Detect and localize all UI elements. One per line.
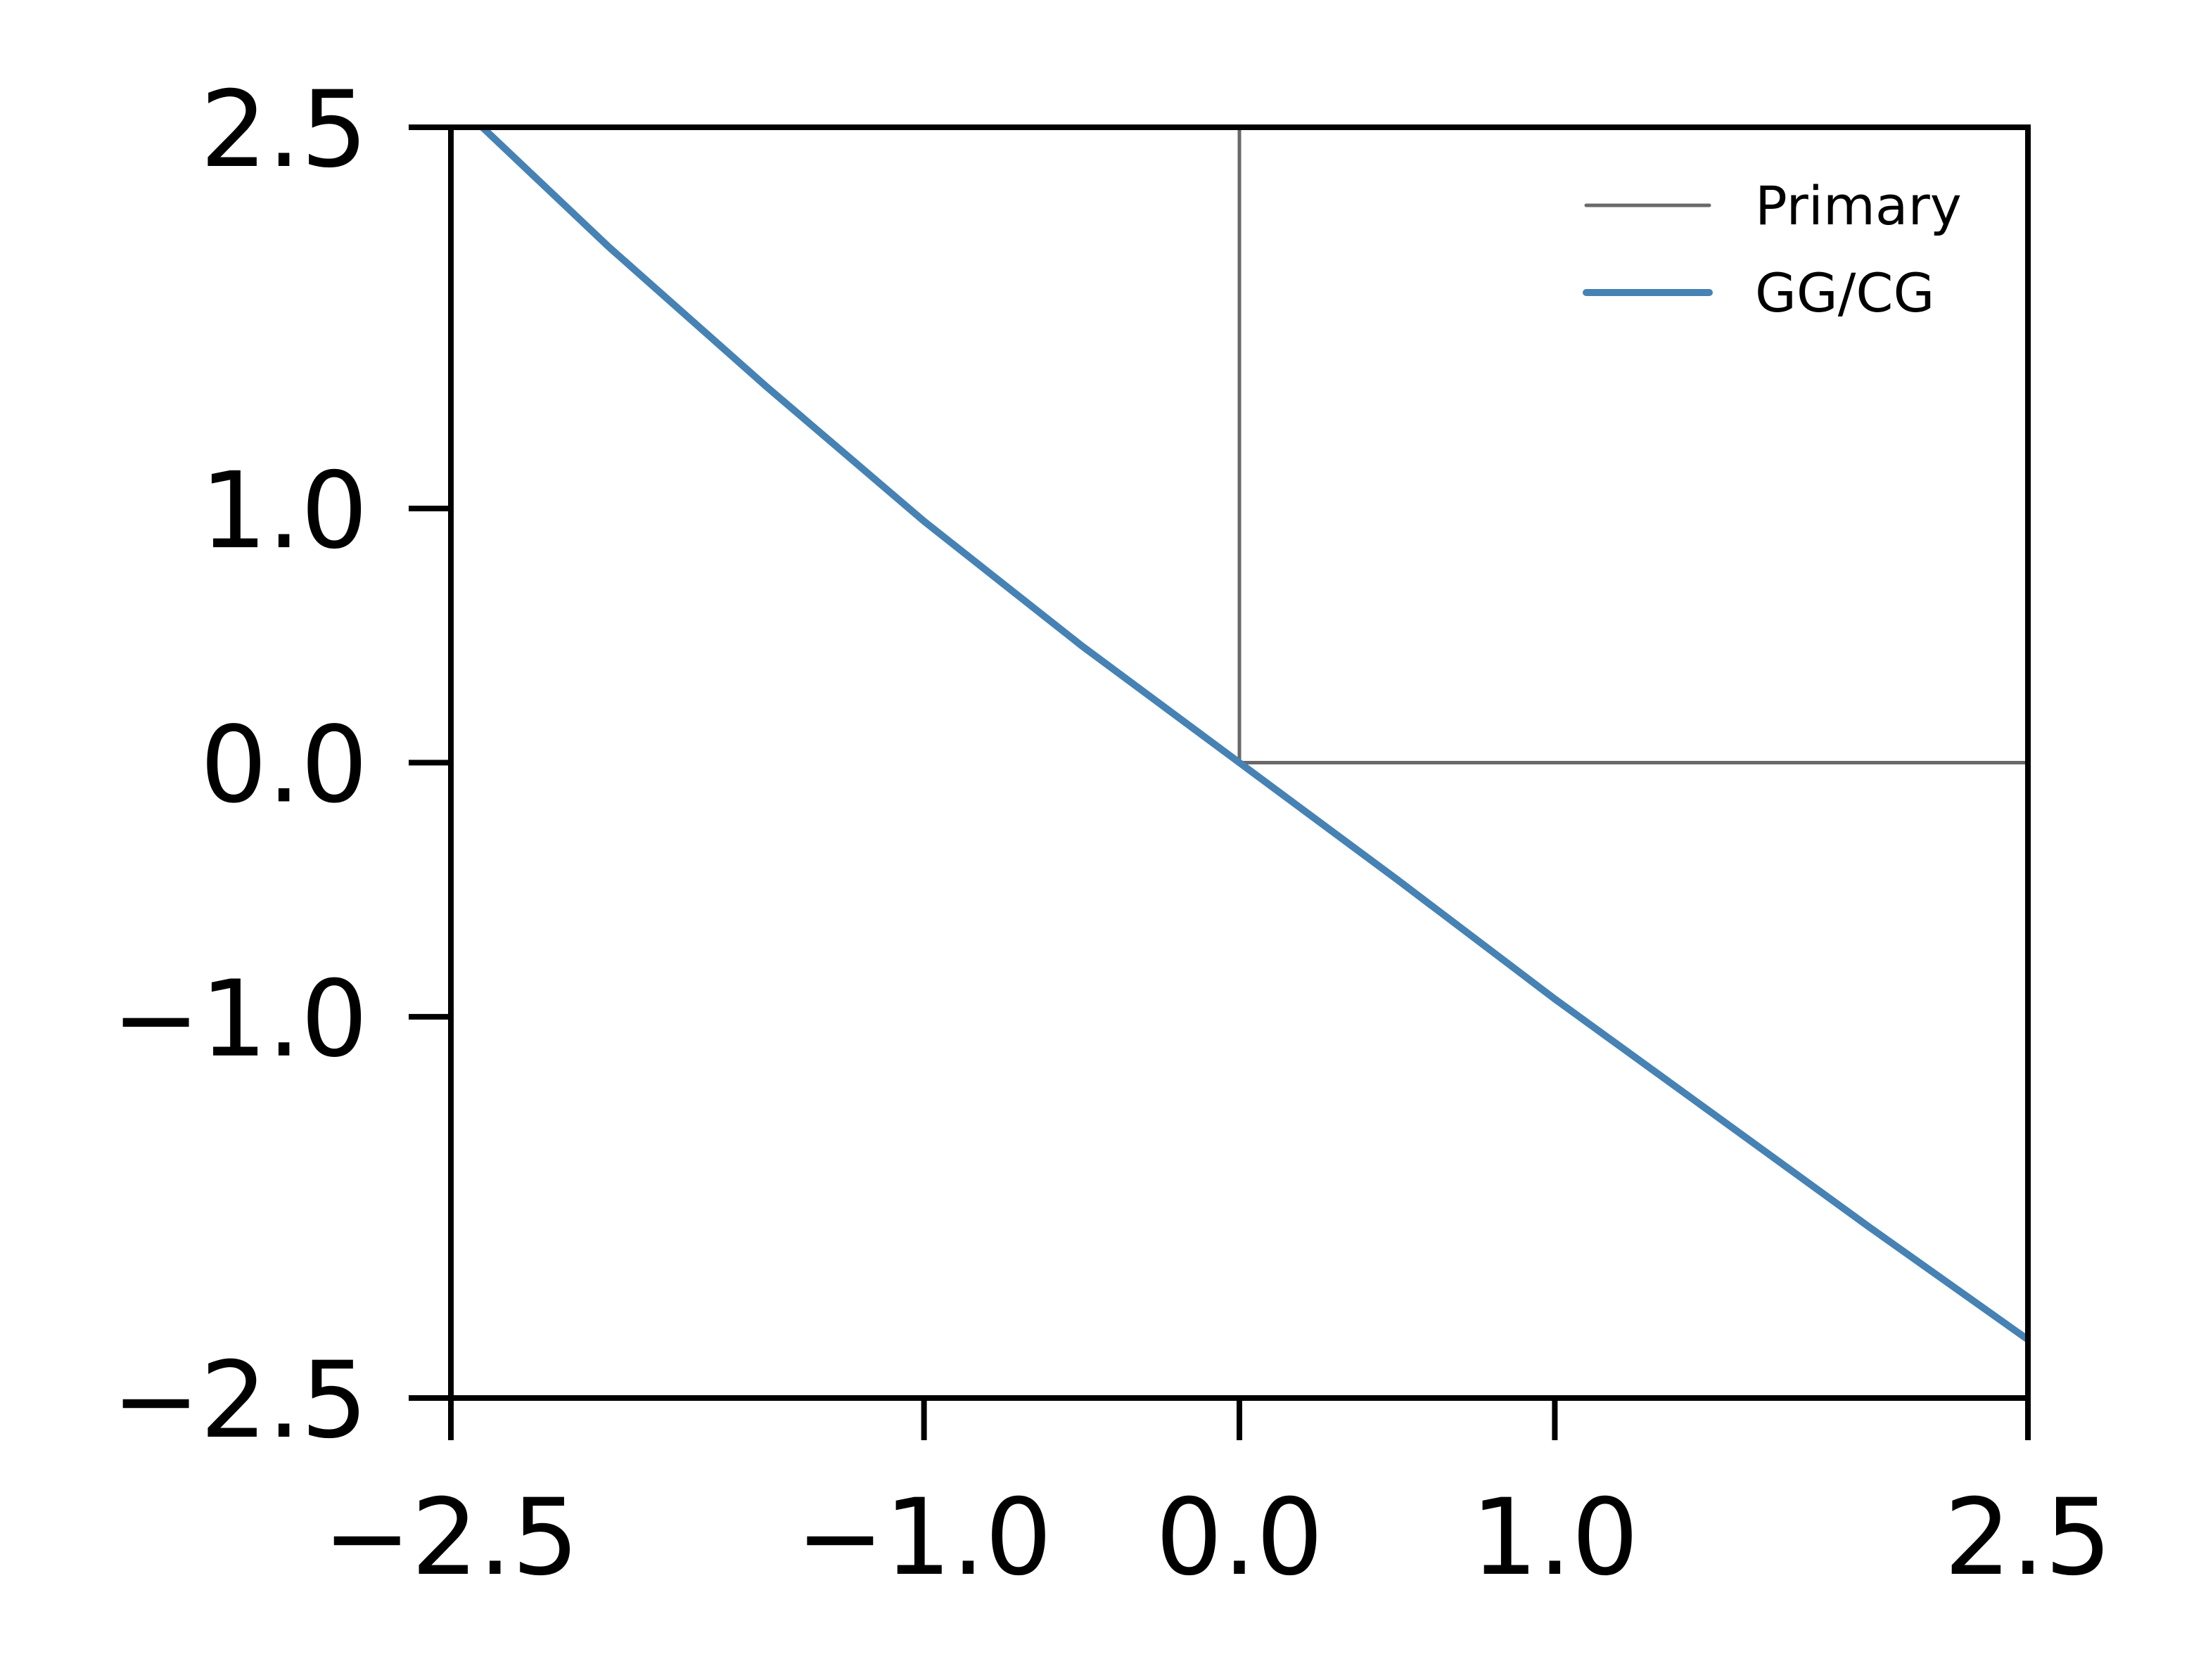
series-layer xyxy=(480,124,2030,1342)
legend-label-gg-cg: GG/CG xyxy=(1755,262,1934,324)
y-tick-label: 1.0 xyxy=(200,450,368,572)
x-tick-label: −1.0 xyxy=(796,1477,1052,1599)
ticks-layer: −2.5 −1.0 0.0 1.0 2.5 −2.5 −1.0 0.0 1.0 2.5 xyxy=(112,69,2112,1599)
y-tick-label: −2.5 xyxy=(112,1340,368,1462)
legend: Primary GG/CG xyxy=(1583,174,1962,324)
x-tick-label: 1.0 xyxy=(1471,1477,1639,1599)
x-tick-label: 0.0 xyxy=(1156,1477,1324,1599)
y-tick-label: −1.0 xyxy=(112,958,368,1081)
x-tick-label: 2.5 xyxy=(1944,1477,2112,1599)
y-tick-label: 0.0 xyxy=(200,705,368,827)
y-tick-label: 2.5 xyxy=(200,69,368,191)
x-tick-label: −2.5 xyxy=(323,1477,579,1599)
legend-label-primary: Primary xyxy=(1755,174,1962,237)
series-line-gg-cg xyxy=(480,124,2030,1342)
